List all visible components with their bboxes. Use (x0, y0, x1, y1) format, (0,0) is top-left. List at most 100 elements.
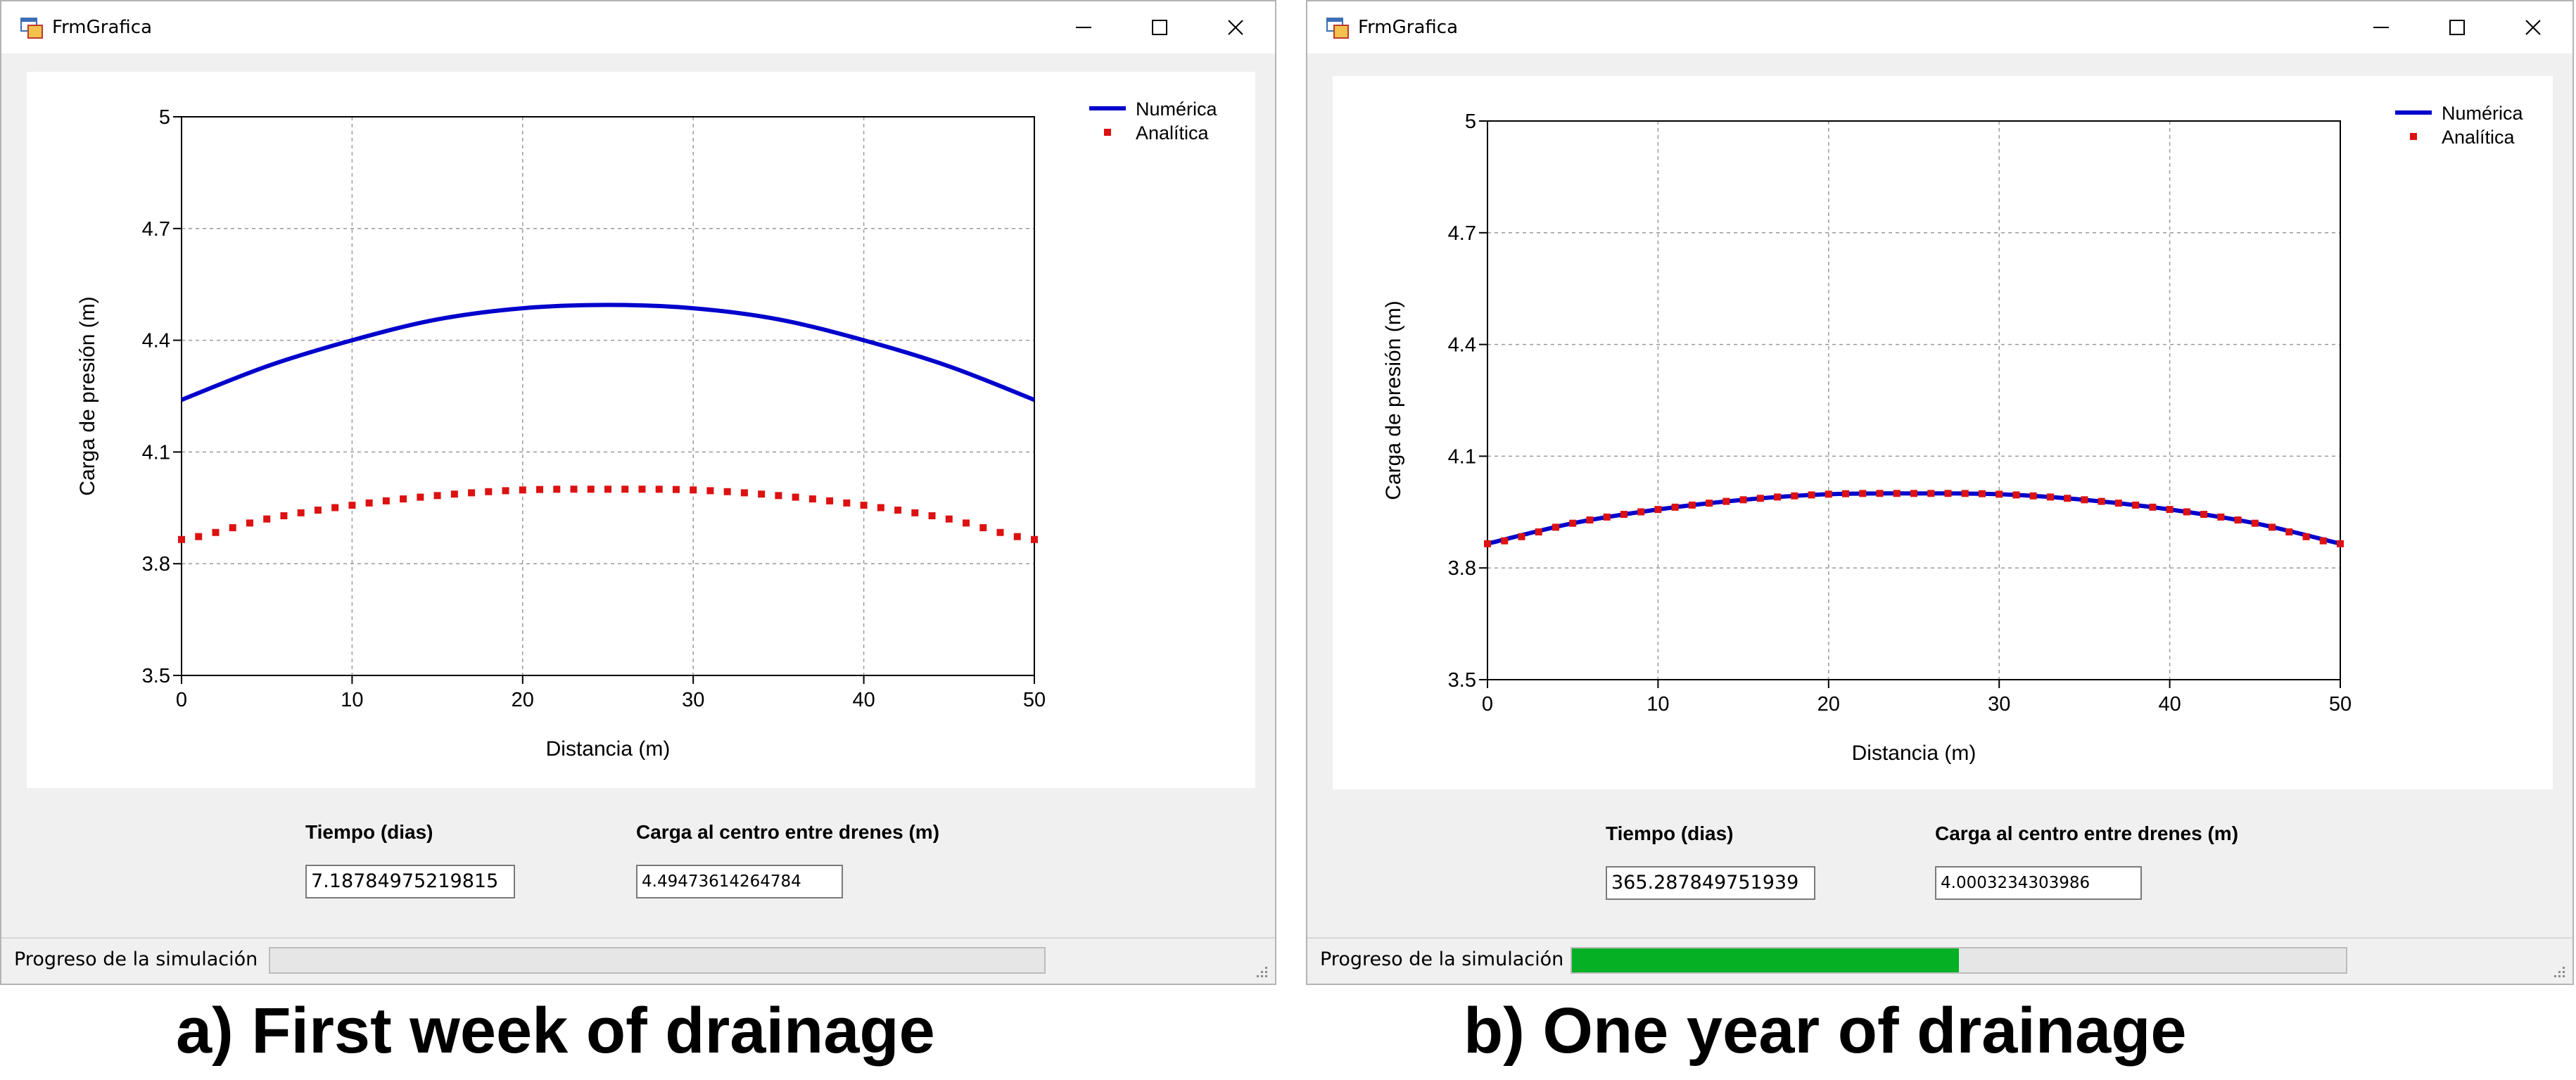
series-marker (1876, 490, 1884, 497)
series-marker (723, 488, 731, 495)
status-label: Progreso de la simulación (14, 948, 258, 970)
x-tick-label: 10 (341, 689, 363, 711)
x-tick-label: 40 (2158, 693, 2181, 716)
series-marker (775, 492, 782, 500)
series-marker (604, 485, 611, 493)
series-marker (2302, 533, 2310, 540)
close-button[interactable] (2495, 1, 2571, 53)
status-label: Progreso de la simulación (1320, 948, 1564, 970)
series-marker (2337, 540, 2344, 547)
maximize-icon (2449, 20, 2465, 35)
minimize-icon (1076, 27, 1091, 28)
x-tick-label: 0 (176, 689, 187, 711)
carga-field[interactable]: 4.0003234303986 (1935, 866, 2142, 900)
legend-entry: Analítica (1136, 122, 1210, 144)
series-marker (1859, 490, 1867, 497)
series-marker (1739, 496, 1747, 504)
legend-marker-swatch (2410, 133, 2417, 140)
series-marker (1756, 495, 1764, 502)
carga-field[interactable]: 4.49473614264784 (636, 865, 843, 898)
series-marker (1808, 491, 1815, 499)
y-tick-label: 3.5 (142, 665, 170, 687)
series-marker (2098, 497, 2105, 505)
caption-b: b) One year of drainage (1464, 995, 2187, 1067)
series-marker (928, 512, 936, 520)
app-form-icon (20, 18, 43, 39)
x-axis-label: Distancia (m) (1852, 742, 1977, 765)
series-marker (1791, 492, 1798, 500)
series-marker (536, 485, 544, 493)
series-marker (808, 495, 816, 503)
series-marker (212, 528, 220, 536)
x-tick-label: 20 (1817, 693, 1840, 716)
series-marker (1893, 490, 1901, 497)
series-marker (485, 488, 493, 495)
series-marker (1552, 523, 1559, 531)
series-marker (229, 524, 236, 532)
maximize-button[interactable] (2419, 1, 2495, 53)
y-tick-label: 4.1 (142, 441, 170, 464)
series-marker (758, 490, 766, 498)
tiempo-field[interactable]: 7.18784975219815 (305, 865, 515, 898)
series-marker (2200, 511, 2208, 519)
series-marker (314, 507, 322, 514)
series-marker (178, 535, 185, 543)
series-marker (587, 485, 595, 493)
y-tick-label: 5 (159, 106, 170, 129)
minimize-icon (2373, 27, 2389, 28)
chart-panel: 0 10 20 30 40 50 3.5 3.8 4.1 4.4 4.7 5 Distancia (m)… (27, 72, 1255, 788)
legend-entry: Numérica (2442, 103, 2524, 124)
x-tick-label: 0 (1482, 693, 1493, 716)
series-marker (877, 504, 884, 512)
title-bar[interactable]: FrmGrafica (1307, 1, 2572, 53)
series-line (1487, 491, 2341, 546)
resize-grip-icon[interactable] (1252, 963, 1269, 979)
series-marker (553, 485, 561, 493)
resize-grip-icon[interactable] (2550, 963, 2567, 979)
series-marker (1501, 537, 1509, 545)
series-marker (843, 499, 851, 507)
series-marker (331, 504, 339, 512)
plot-area-frame (181, 116, 1035, 676)
minimize-button[interactable] (1046, 1, 1122, 53)
legend-entry: Analítica (2442, 127, 2515, 148)
x-tick-label: 30 (682, 689, 704, 711)
carga-label: Carga al centro entre drenes (m) (1935, 822, 2239, 844)
simulation-progress-bar (1571, 947, 2347, 974)
series-marker (450, 490, 458, 498)
series-marker (2149, 503, 2157, 511)
series-marker (502, 487, 509, 495)
series-marker (1637, 508, 1645, 516)
series-marker (2064, 495, 2071, 502)
series-marker (1671, 503, 1679, 511)
series-marker (2269, 523, 2276, 531)
close-button[interactable] (1198, 1, 1274, 53)
series-marker (2046, 493, 2054, 501)
series-marker (2251, 519, 2259, 527)
series-marker (1706, 500, 1713, 507)
x-tick-label: 50 (1023, 689, 1046, 711)
series-marker (2234, 516, 2242, 524)
series-marker (860, 502, 868, 509)
maximize-icon (1152, 20, 1167, 35)
y-tick-label: 3.5 (1448, 669, 1476, 692)
series-marker (792, 493, 799, 501)
window-title: FrmGrafica (1358, 17, 1458, 38)
series-marker (2012, 491, 2020, 499)
series-marker (1927, 490, 1935, 497)
title-bar[interactable]: FrmGrafica (1, 1, 1275, 53)
series-marker (297, 509, 305, 516)
series-marker (690, 486, 697, 494)
tiempo-label: Tiempo (dias) (305, 821, 433, 843)
series-marker (2081, 496, 2088, 504)
tiempo-field[interactable]: 365.287849751939 (1606, 866, 1815, 900)
series-marker (1825, 490, 1832, 498)
chart-panel: 0 10 20 30 40 50 3.5 3.8 4.1 4.4 4.7 5 Distancia (m)… (1333, 76, 2553, 789)
series-marker (2166, 506, 2174, 514)
series-marker (945, 515, 953, 523)
window-a: FrmGrafica 0 10 20 30 40 50 3.5 3.8 4.1 4.4 4.7 5 Di… (0, 0, 1276, 985)
minimize-button[interactable] (2343, 1, 2419, 53)
series-marker (280, 512, 288, 520)
maximize-button[interactable] (1122, 1, 1198, 53)
y-tick-label: 3.8 (1448, 557, 1476, 580)
